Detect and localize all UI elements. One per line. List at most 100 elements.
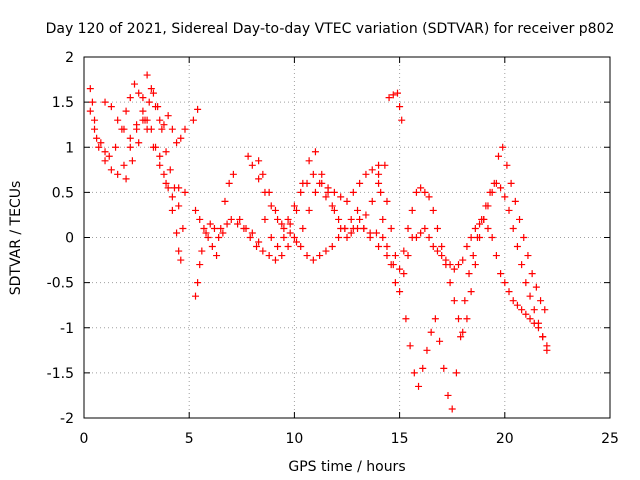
data-point	[122, 175, 130, 183]
data-point	[158, 125, 166, 133]
y-tick-label: 2	[65, 50, 74, 66]
data-point	[217, 224, 225, 232]
data-point	[242, 224, 250, 232]
data-point	[362, 170, 370, 178]
data-point	[227, 215, 235, 223]
data-point	[328, 243, 336, 251]
data-point	[154, 103, 162, 111]
data-point	[473, 234, 481, 241]
data-point	[463, 243, 471, 251]
data-point	[271, 206, 279, 214]
plot-frame	[83, 56, 611, 419]
data-point	[387, 224, 395, 232]
series-track-h	[244, 152, 383, 246]
data-point	[322, 193, 330, 201]
data-point	[505, 206, 513, 214]
data-point	[259, 170, 267, 178]
data-point	[404, 224, 412, 232]
data-point	[200, 224, 208, 232]
data-point	[427, 328, 435, 336]
data-point	[417, 229, 425, 237]
data-point	[93, 134, 101, 142]
data-point	[303, 179, 311, 187]
data-point	[341, 224, 349, 232]
data-point	[107, 103, 115, 111]
data-point	[507, 179, 515, 187]
x-tick-label: 0	[80, 431, 89, 447]
data-point	[208, 243, 216, 251]
data-point	[436, 337, 444, 345]
data-point	[156, 116, 164, 124]
data-point	[330, 188, 338, 196]
data-point	[478, 215, 486, 223]
data-point	[141, 116, 149, 124]
data-point	[309, 256, 317, 264]
data-point	[299, 224, 307, 232]
data-point	[452, 369, 460, 377]
data-point	[107, 166, 115, 174]
data-point	[97, 139, 105, 147]
data-point	[234, 220, 242, 228]
data-point	[476, 220, 484, 228]
y-tick-label: 0	[65, 231, 74, 247]
data-point	[168, 206, 176, 214]
x-tick-label: 15	[391, 431, 409, 447]
data-point	[469, 252, 477, 260]
data-point	[293, 206, 301, 214]
data-point	[303, 252, 311, 260]
series-track-l	[402, 143, 549, 413]
data-point	[522, 310, 530, 318]
data-point	[293, 238, 301, 246]
data-point	[442, 261, 450, 269]
data-point	[465, 270, 473, 278]
data-point	[91, 116, 99, 124]
data-point	[383, 243, 391, 251]
data-point	[309, 170, 317, 178]
data-point	[467, 288, 475, 296]
series-track-b	[86, 107, 189, 201]
data-point	[406, 342, 414, 350]
data-point	[145, 98, 153, 106]
data-point	[501, 279, 509, 287]
series-track-f	[192, 148, 389, 260]
data-point	[130, 80, 138, 88]
data-point	[534, 319, 542, 327]
data-point	[421, 188, 429, 196]
data-point	[537, 297, 545, 305]
data-point	[101, 148, 109, 156]
data-point	[450, 297, 458, 305]
data-point	[126, 134, 134, 142]
chart-title: Day 120 of 2021, Sidereal Day-to-day VTE…	[46, 21, 615, 37]
data-point	[337, 193, 345, 201]
data-point	[278, 220, 286, 228]
data-point	[497, 184, 505, 192]
data-point	[518, 261, 526, 269]
data-point	[255, 157, 263, 165]
data-point	[490, 179, 498, 187]
data-point	[170, 184, 178, 192]
data-point	[290, 234, 298, 241]
data-point	[215, 234, 223, 241]
data-point	[356, 179, 364, 187]
data-point	[419, 364, 427, 372]
data-point	[484, 224, 492, 232]
data-point	[431, 315, 439, 323]
data-point	[471, 224, 479, 232]
data-point	[499, 143, 507, 151]
series-track-d	[122, 89, 187, 232]
data-point	[162, 148, 170, 156]
data-point	[133, 121, 141, 129]
data-point	[206, 220, 214, 228]
data-point	[311, 188, 319, 196]
y-tick-label: -2	[60, 411, 74, 427]
data-point	[305, 206, 313, 214]
data-point	[198, 247, 206, 255]
data-point	[389, 91, 397, 99]
data-point	[526, 315, 534, 323]
data-point	[467, 234, 475, 241]
data-point	[488, 234, 496, 241]
data-point	[88, 98, 96, 106]
data-point	[179, 224, 187, 232]
data-point	[368, 197, 376, 205]
data-point	[347, 215, 355, 223]
